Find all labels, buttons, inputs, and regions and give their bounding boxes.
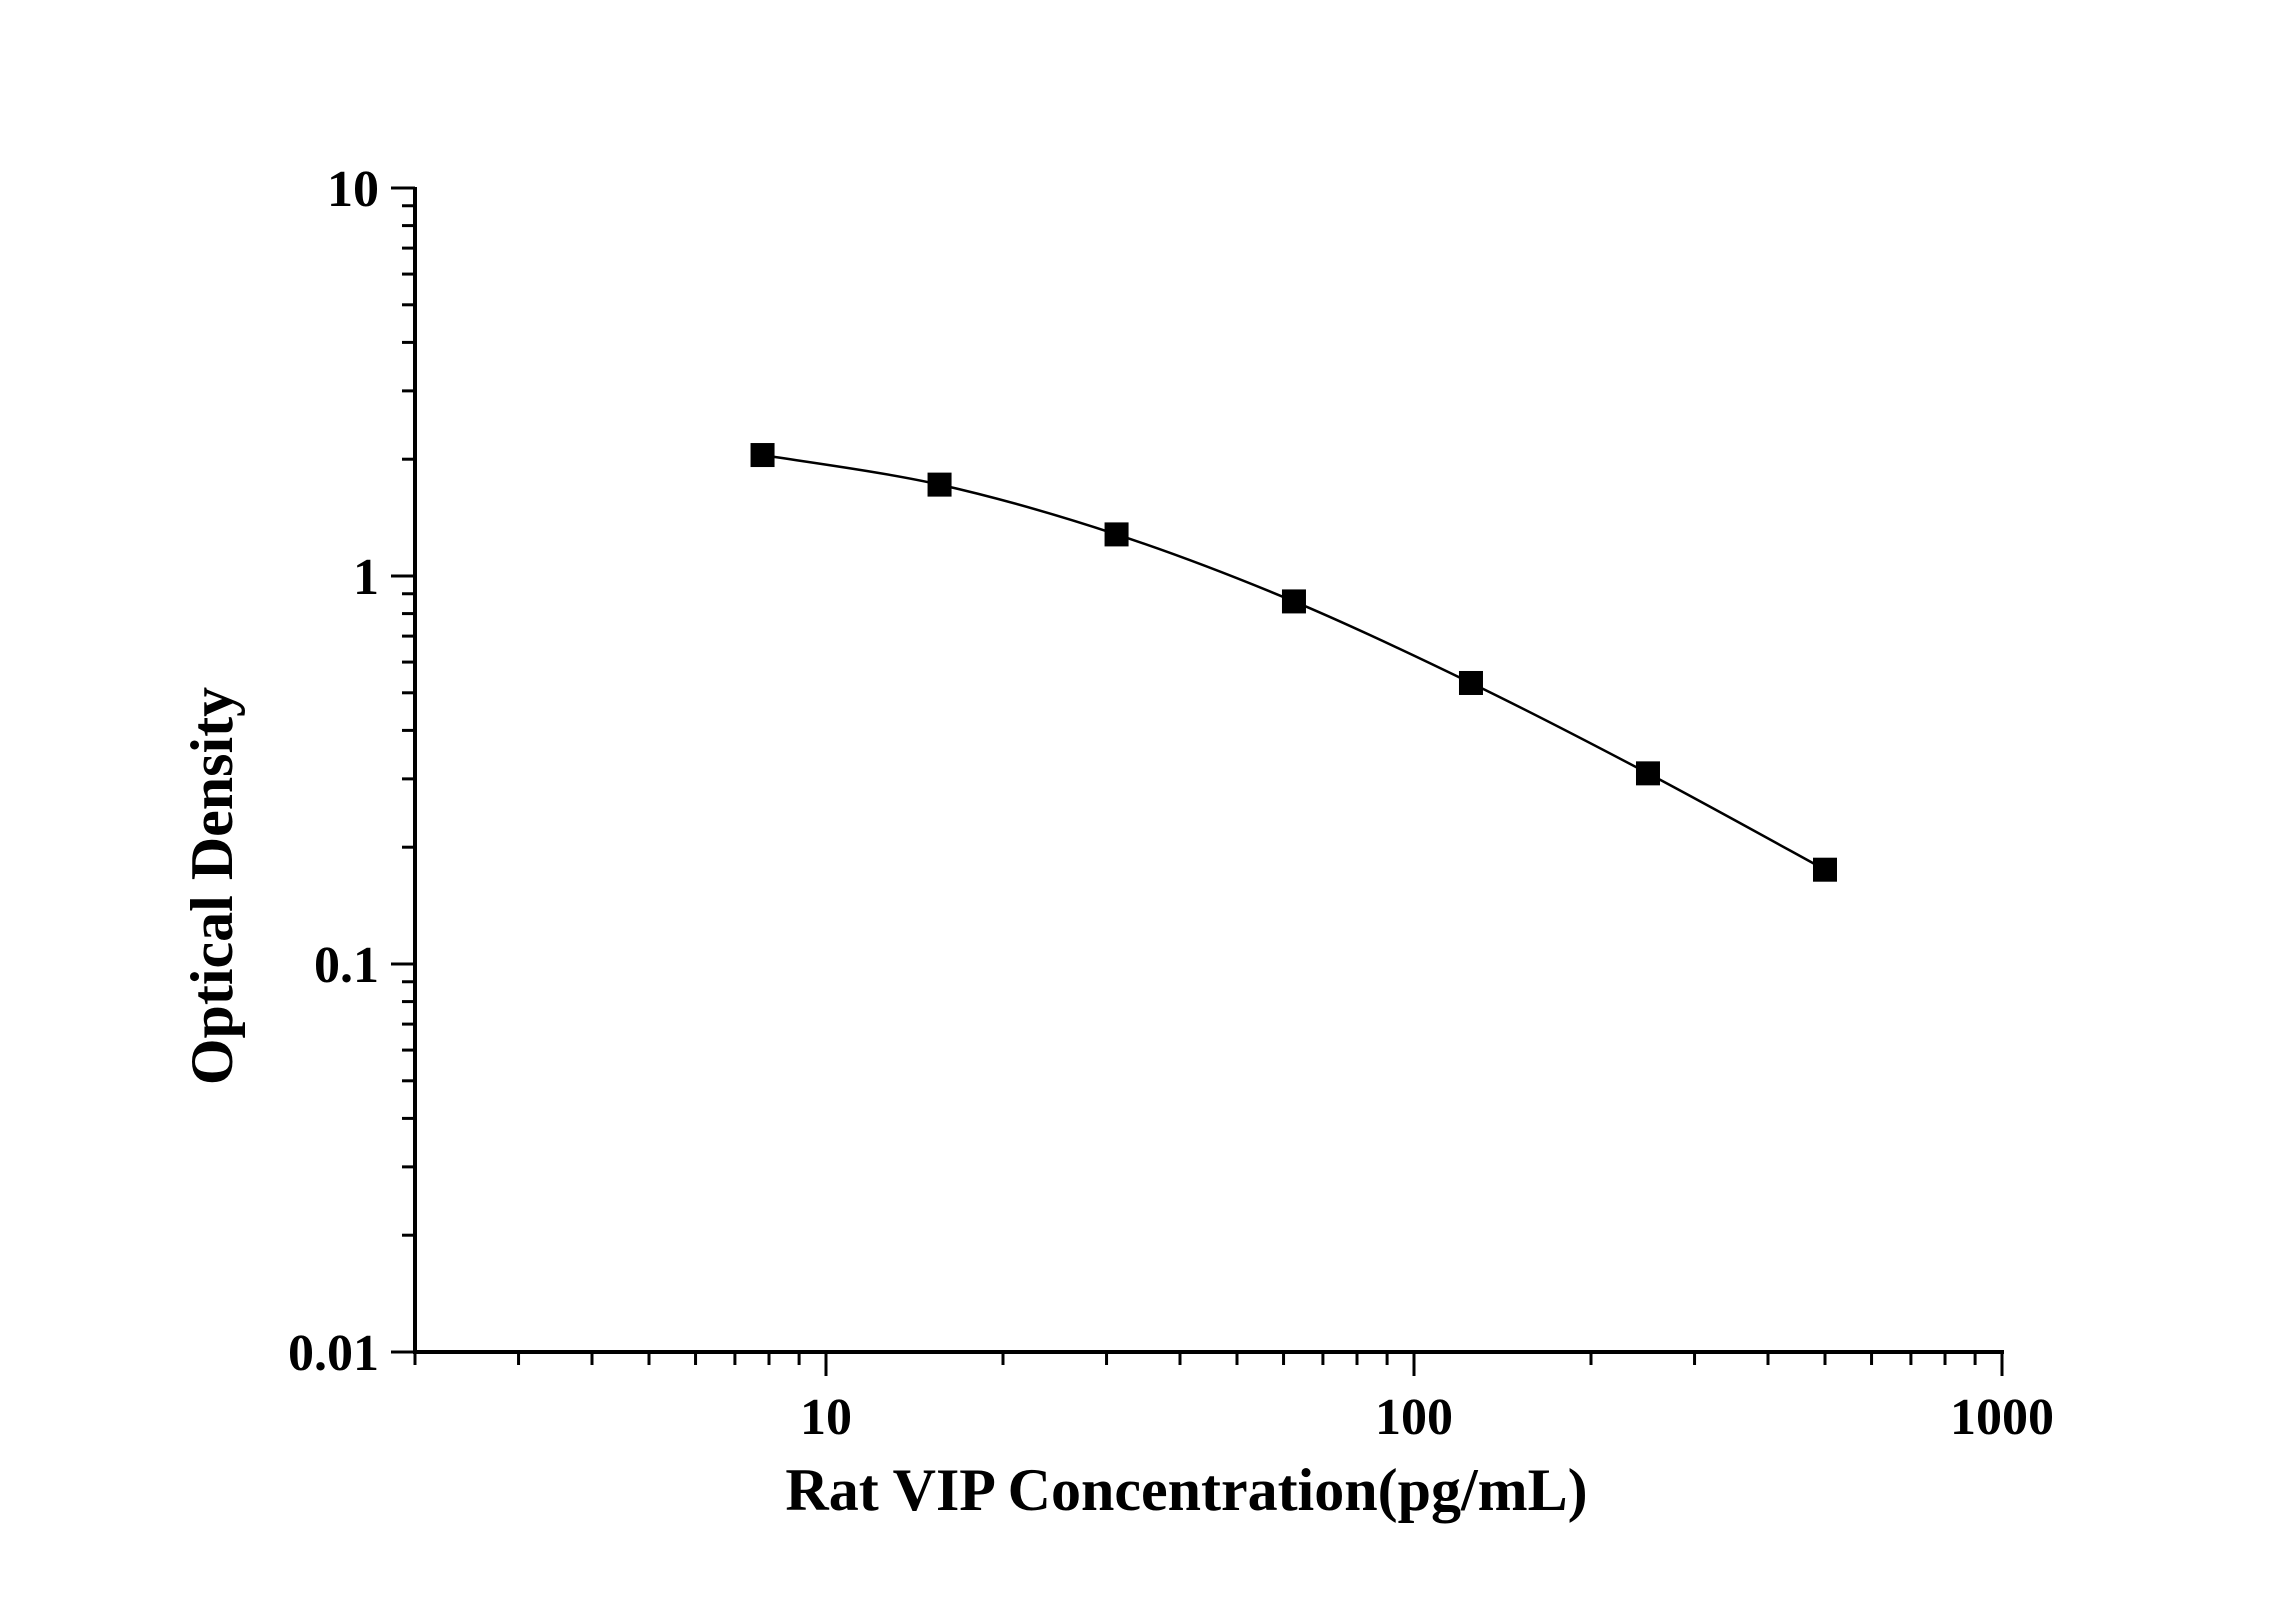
data-point [1458,670,1483,695]
data-point [1812,857,1837,882]
y-tick-label: 10 [327,161,379,218]
x-tick-label: 10 [800,1389,852,1446]
data-point [927,472,952,497]
y-tick-label: 0.1 [314,937,379,994]
data-points [750,443,1837,882]
y-axis-title: Optical Density [179,687,245,1085]
x-axis-title: Rat VIP Concentration(pg/mL) [785,1457,1587,1523]
x-tick-labels: 10 100 1000 [800,1389,2054,1446]
x-tick-label: 100 [1375,1389,1453,1446]
data-point [750,443,775,468]
data-point [1635,761,1660,786]
y-tick-label: 1 [353,549,379,606]
data-point [1104,522,1129,547]
x-tick-label: 1000 [1950,1389,2054,1446]
series-line [762,453,1826,871]
y-tick-label: 0.01 [288,1325,379,1382]
y-tick-labels: 0.01 0.1 1 10 [288,161,379,1382]
data-point [1281,589,1306,614]
fit-curve [762,453,1826,871]
axes [391,186,2004,1376]
